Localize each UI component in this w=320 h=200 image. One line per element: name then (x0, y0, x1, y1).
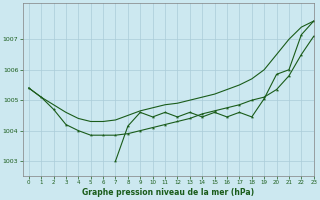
X-axis label: Graphe pression niveau de la mer (hPa): Graphe pression niveau de la mer (hPa) (82, 188, 254, 197)
